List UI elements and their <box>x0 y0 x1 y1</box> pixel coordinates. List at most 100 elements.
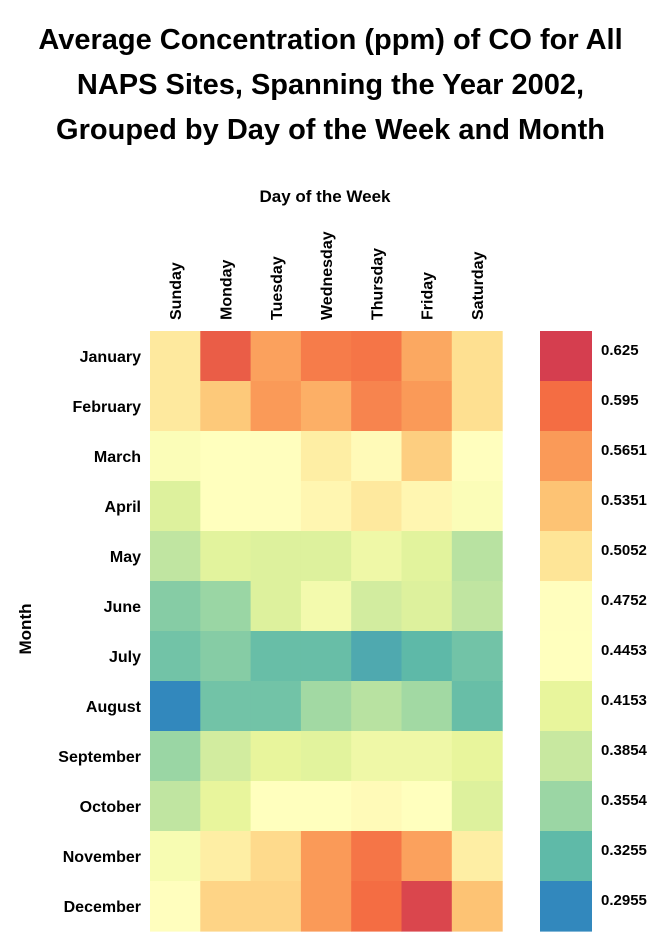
heatmap-cell <box>250 481 302 532</box>
heatmap-cell <box>451 631 503 682</box>
colorbar-label: 0.4752 <box>601 592 647 609</box>
colorbar-swatch <box>540 731 592 782</box>
heatmap-cell <box>351 681 403 732</box>
heatmap-cell <box>351 431 403 482</box>
heatmap-cell <box>401 781 453 832</box>
heatmap-cell <box>250 631 302 682</box>
heatmap-cell <box>150 531 201 582</box>
heatmap-cell <box>200 531 252 582</box>
heatmap-cell <box>300 431 352 482</box>
heatmap-cell <box>351 481 403 532</box>
heatmap-cell <box>250 731 302 782</box>
colorbar-swatch <box>540 681 592 732</box>
heatmap-cell <box>150 481 201 532</box>
heatmap-cell <box>451 531 503 582</box>
heatmap-cell <box>200 881 252 932</box>
heatmap-cell <box>451 581 503 632</box>
colorbar-label: 0.5651 <box>601 442 647 459</box>
heatmap-cell <box>351 331 403 382</box>
heatmap-cell <box>351 631 403 682</box>
heatmap-cell <box>451 781 503 832</box>
colorbar-swatch <box>540 631 592 682</box>
heatmap-cell <box>401 631 453 682</box>
y-tick-label: October <box>80 799 141 816</box>
y-tick-label: July <box>109 649 141 666</box>
heatmap-cell <box>351 731 403 782</box>
heatmap-cell <box>150 431 201 482</box>
colorbar-label: 0.3255 <box>601 842 647 859</box>
colorbar-label: 0.5351 <box>601 492 647 509</box>
heatmap-cell <box>451 681 503 732</box>
heatmap-cell <box>401 431 453 482</box>
colorbar-swatch <box>540 331 592 382</box>
x-tick-label: Monday <box>218 259 235 320</box>
heatmap-cell <box>401 381 453 432</box>
y-tick-label: April <box>105 499 141 516</box>
heatmap-cell <box>200 781 252 832</box>
heatmap-cell <box>300 531 352 582</box>
y-tick-label: June <box>104 599 141 616</box>
colorbar-swatch <box>540 481 592 532</box>
heatmap-cell <box>300 381 352 432</box>
heatmap-cell <box>300 831 352 882</box>
chart-title-line-2: NAPS Sites, Spanning the Year 2002, <box>76 69 585 101</box>
colorbar-label: 0.4453 <box>601 642 647 659</box>
y-tick-label: May <box>110 549 141 566</box>
y-axis-title: Month <box>16 604 35 655</box>
heatmap-cell <box>300 781 352 832</box>
colorbar-label: 0.625 <box>601 342 639 359</box>
heatmap-cell <box>451 381 503 432</box>
y-tick-label: September <box>58 749 141 766</box>
heatmap-cell <box>401 481 453 532</box>
colorbar-swatch <box>540 581 592 632</box>
heatmap-cell <box>300 681 352 732</box>
x-tick-label: Tuesday <box>269 256 286 320</box>
x-tick-label: Saturday <box>470 251 487 320</box>
heatmap-cell <box>200 731 252 782</box>
y-tick-label: November <box>63 849 141 866</box>
heatmap-cell <box>401 681 453 732</box>
heatmap-cell <box>200 581 252 632</box>
colorbar-swatch <box>540 531 592 582</box>
heatmap-cell <box>351 831 403 882</box>
y-tick-label: February <box>73 399 142 416</box>
heatmap-cell <box>150 581 201 632</box>
heatmap-cell <box>150 881 201 932</box>
colorbar: 0.625 0.595 0.5651 0.5351 0.5052 0.4752 0.4453… <box>540 331 648 932</box>
y-tick-label: December <box>64 899 141 916</box>
chart-title: Average Concentration (ppm) of CO for Al… <box>0 18 661 153</box>
heatmap-cell <box>451 331 503 382</box>
heatmap-cell <box>300 631 352 682</box>
heatmap-cell <box>401 831 453 882</box>
heatmap-cell <box>401 731 453 782</box>
heatmap-cell <box>200 331 252 382</box>
heatmap-cell <box>351 381 403 432</box>
colorbar-label: 0.595 <box>601 392 639 409</box>
heatmap-cell <box>150 781 201 832</box>
heatmap-cell <box>150 381 201 432</box>
y-tick-label: January <box>80 349 141 366</box>
x-axis-title: Day of the Week <box>259 187 391 206</box>
colorbar-swatch <box>540 431 592 482</box>
heatmap-cell <box>250 831 302 882</box>
heatmap-cell <box>250 881 302 932</box>
heatmap-cell <box>300 331 352 382</box>
heatmap-cell <box>401 531 453 582</box>
heatmap-cell <box>250 531 302 582</box>
heatmap-cell <box>150 831 201 882</box>
colorbar-swatch <box>540 781 592 832</box>
y-tick-labels: January February March April May June July Augu… <box>58 349 141 916</box>
heatmap-cell <box>451 481 503 532</box>
x-tick-label: Sunday <box>168 262 185 320</box>
heatmap-cell <box>150 331 201 382</box>
heatmap-cell <box>150 631 201 682</box>
heatmap-cell <box>401 581 453 632</box>
heatmap-cell <box>200 631 252 682</box>
heatmap-cell <box>351 781 403 832</box>
heatmap-cell <box>250 581 302 632</box>
heatmap-cell <box>351 881 403 932</box>
heatmap-cell <box>150 681 201 732</box>
x-tick-label: Wednesday <box>319 231 336 320</box>
x-tick-labels: Sunday Monday Tuesday Wednesday Thursday Frid… <box>168 231 487 320</box>
heatmap-cell <box>351 531 403 582</box>
